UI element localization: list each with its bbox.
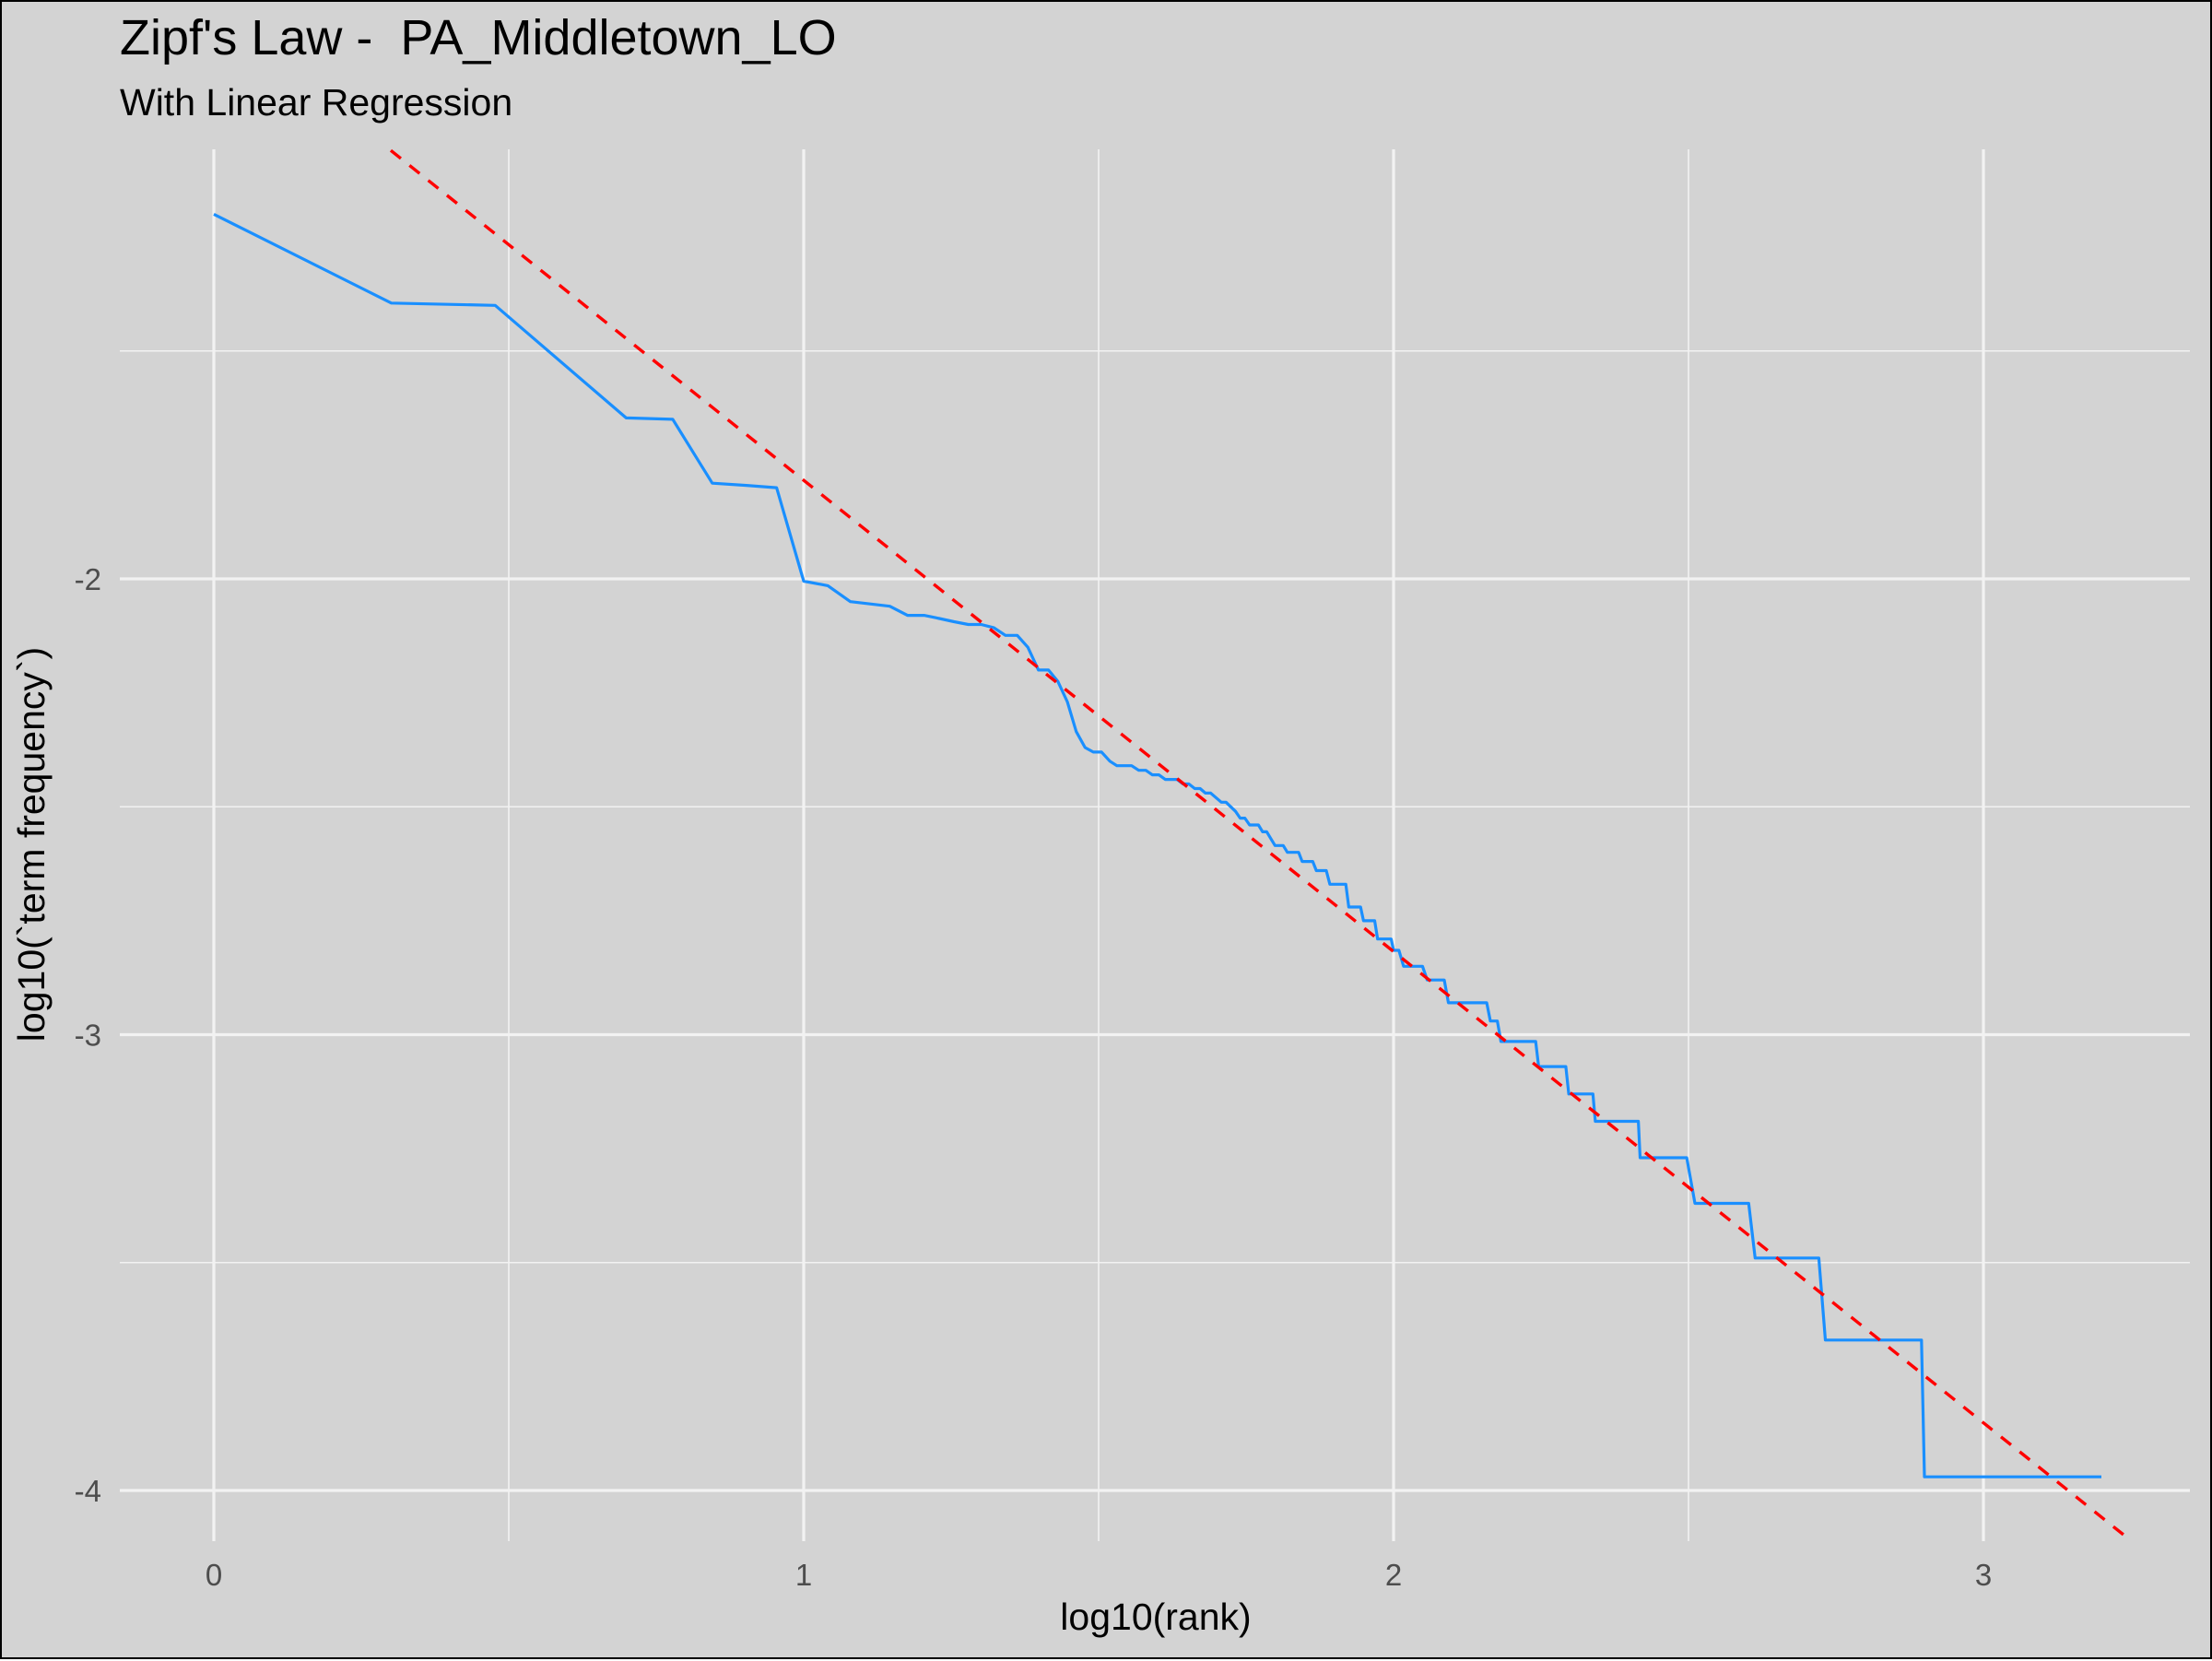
regression-line [389,148,2133,1542]
chart-title: Zipf's Law - PA_Middletown_LO [120,10,837,65]
y-tick-label: -3 [75,1019,101,1053]
y-axis-title: log10(`term frequency`) [10,647,53,1042]
x-tick-label: 1 [795,1558,812,1592]
x-tick-label: 2 [1385,1558,1402,1592]
frequency-line [213,212,2101,1478]
y-tick-label: -4 [75,1474,101,1508]
y-tick-label: -2 [75,562,101,596]
x-tick-label: 3 [1975,1558,1992,1592]
x-axis-title: log10(rank) [1060,1596,1251,1638]
tick-labels: 0 1 2 3 -2 -3 -4 [75,562,1993,1592]
chart-subtitle: With Linear Regression [120,81,513,124]
x-tick-label: 0 [206,1558,222,1592]
series-layer [213,148,2133,1542]
minor-gridlines [120,149,2190,1541]
major-gridlines [120,149,2190,1541]
